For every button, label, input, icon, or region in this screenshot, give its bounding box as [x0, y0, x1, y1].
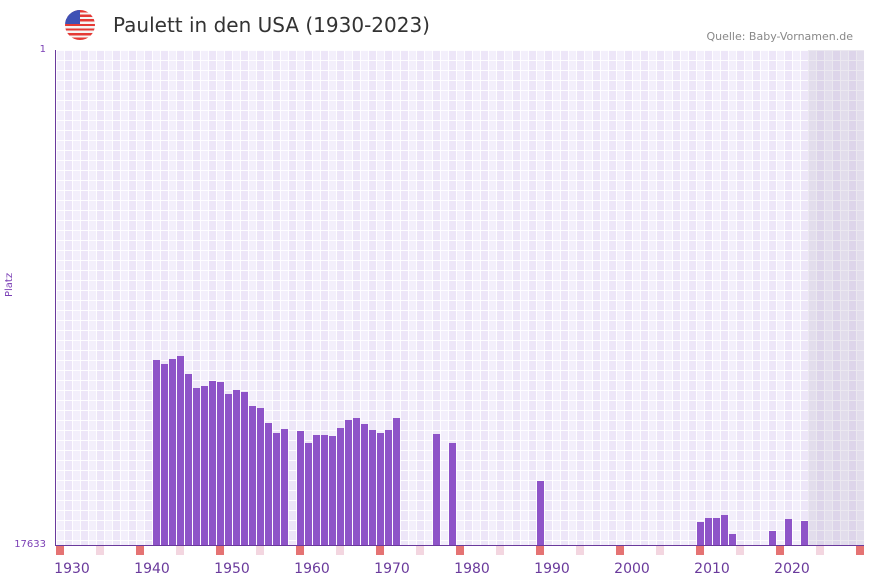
year-marker-2008 [696, 546, 704, 555]
y-tick-bottom: 17633 [14, 539, 46, 550]
x-tick-label: 1940 [134, 561, 170, 577]
bar-1961[interactable] [320, 434, 328, 545]
bar-2008[interactable] [696, 522, 704, 545]
year-marker-1993 [576, 546, 584, 555]
bar-2011[interactable] [720, 515, 728, 545]
year-marker-1958 [296, 546, 304, 555]
bar-1963[interactable] [336, 427, 344, 545]
y-axis-label: Platz [4, 272, 15, 297]
year-marker-1938 [136, 546, 144, 555]
bar-1941[interactable] [160, 363, 168, 545]
bar-1948[interactable] [216, 382, 224, 545]
bar-1946[interactable] [200, 386, 208, 545]
y-tick-top: 1 [39, 44, 46, 55]
year-marker-2003 [656, 546, 664, 555]
source-link[interactable]: Quelle: Baby-Vornamen.de [706, 30, 853, 43]
year-marker-1968 [376, 546, 384, 555]
bar-1965[interactable] [352, 417, 360, 545]
bar-1967[interactable] [368, 429, 376, 545]
bar-2009[interactable] [704, 517, 712, 545]
year-marker-1933 [96, 546, 104, 555]
x-axis-line [55, 545, 864, 546]
x-tick-label: 1970 [374, 561, 410, 577]
bar-1975[interactable] [432, 433, 440, 545]
bar-1954[interactable] [264, 422, 272, 545]
bar-1977[interactable] [448, 442, 456, 545]
bar-1956[interactable] [280, 428, 288, 545]
chart-title: Paulett in den USA (1930-2023) [113, 13, 430, 37]
bar-1950[interactable] [232, 390, 240, 545]
bar-1942[interactable] [168, 358, 176, 545]
year-marker-2013 [736, 546, 744, 555]
future-shade [808, 50, 864, 545]
bar-1945[interactable] [192, 388, 200, 545]
bar-1968[interactable] [376, 433, 384, 545]
bar-1970[interactable] [392, 417, 400, 545]
x-tick-label: 1960 [294, 561, 330, 577]
year-marker-2018 [776, 546, 784, 555]
year-marker-1978 [456, 546, 464, 555]
bar-1951[interactable] [240, 391, 248, 545]
bar-2021[interactable] [800, 520, 808, 545]
bar-1940[interactable] [152, 359, 160, 545]
year-marker-1928 [56, 546, 64, 555]
bar-1969[interactable] [384, 429, 392, 545]
year-marker-1998 [616, 546, 624, 555]
x-tick-label: 2010 [694, 561, 730, 577]
year-marker-1983 [496, 546, 504, 555]
bar-1952[interactable] [248, 406, 256, 545]
year-marker-1973 [416, 546, 424, 555]
year-marker-1953 [256, 546, 264, 555]
year-marker-2023 [816, 546, 824, 555]
bar-1962[interactable] [328, 435, 336, 545]
us-flag-icon [65, 10, 95, 40]
bar-1943[interactable] [176, 355, 184, 545]
bar-1958[interactable] [296, 430, 304, 545]
bar-1949[interactable] [224, 393, 232, 545]
bar-1944[interactable] [184, 374, 192, 545]
year-marker-1948 [216, 546, 224, 555]
bar-1955[interactable] [272, 433, 280, 545]
bar-2012[interactable] [728, 534, 736, 545]
x-tick-label: 2020 [774, 561, 810, 577]
x-tick-label: 1950 [214, 561, 250, 577]
bar-1966[interactable] [360, 424, 368, 545]
x-tick-label: 1930 [54, 561, 90, 577]
bar-1964[interactable] [344, 419, 352, 545]
x-tick-label: 2000 [614, 561, 650, 577]
bar-1960[interactable] [312, 434, 320, 545]
year-marker-1943 [176, 546, 184, 555]
bar-1947[interactable] [208, 380, 216, 545]
bar-1953[interactable] [256, 407, 264, 545]
bar-2010[interactable] [712, 517, 720, 545]
bar-2019[interactable] [784, 519, 792, 545]
year-marker-1963 [336, 546, 344, 555]
year-marker-2028 [856, 546, 864, 555]
bar-2017[interactable] [768, 531, 776, 545]
y-axis-line [55, 50, 56, 546]
x-tick-label: 1980 [454, 561, 490, 577]
bar-1959[interactable] [304, 442, 312, 545]
bar-1988[interactable] [536, 480, 544, 545]
x-tick-label: 1990 [534, 561, 570, 577]
year-marker-1988 [536, 546, 544, 555]
